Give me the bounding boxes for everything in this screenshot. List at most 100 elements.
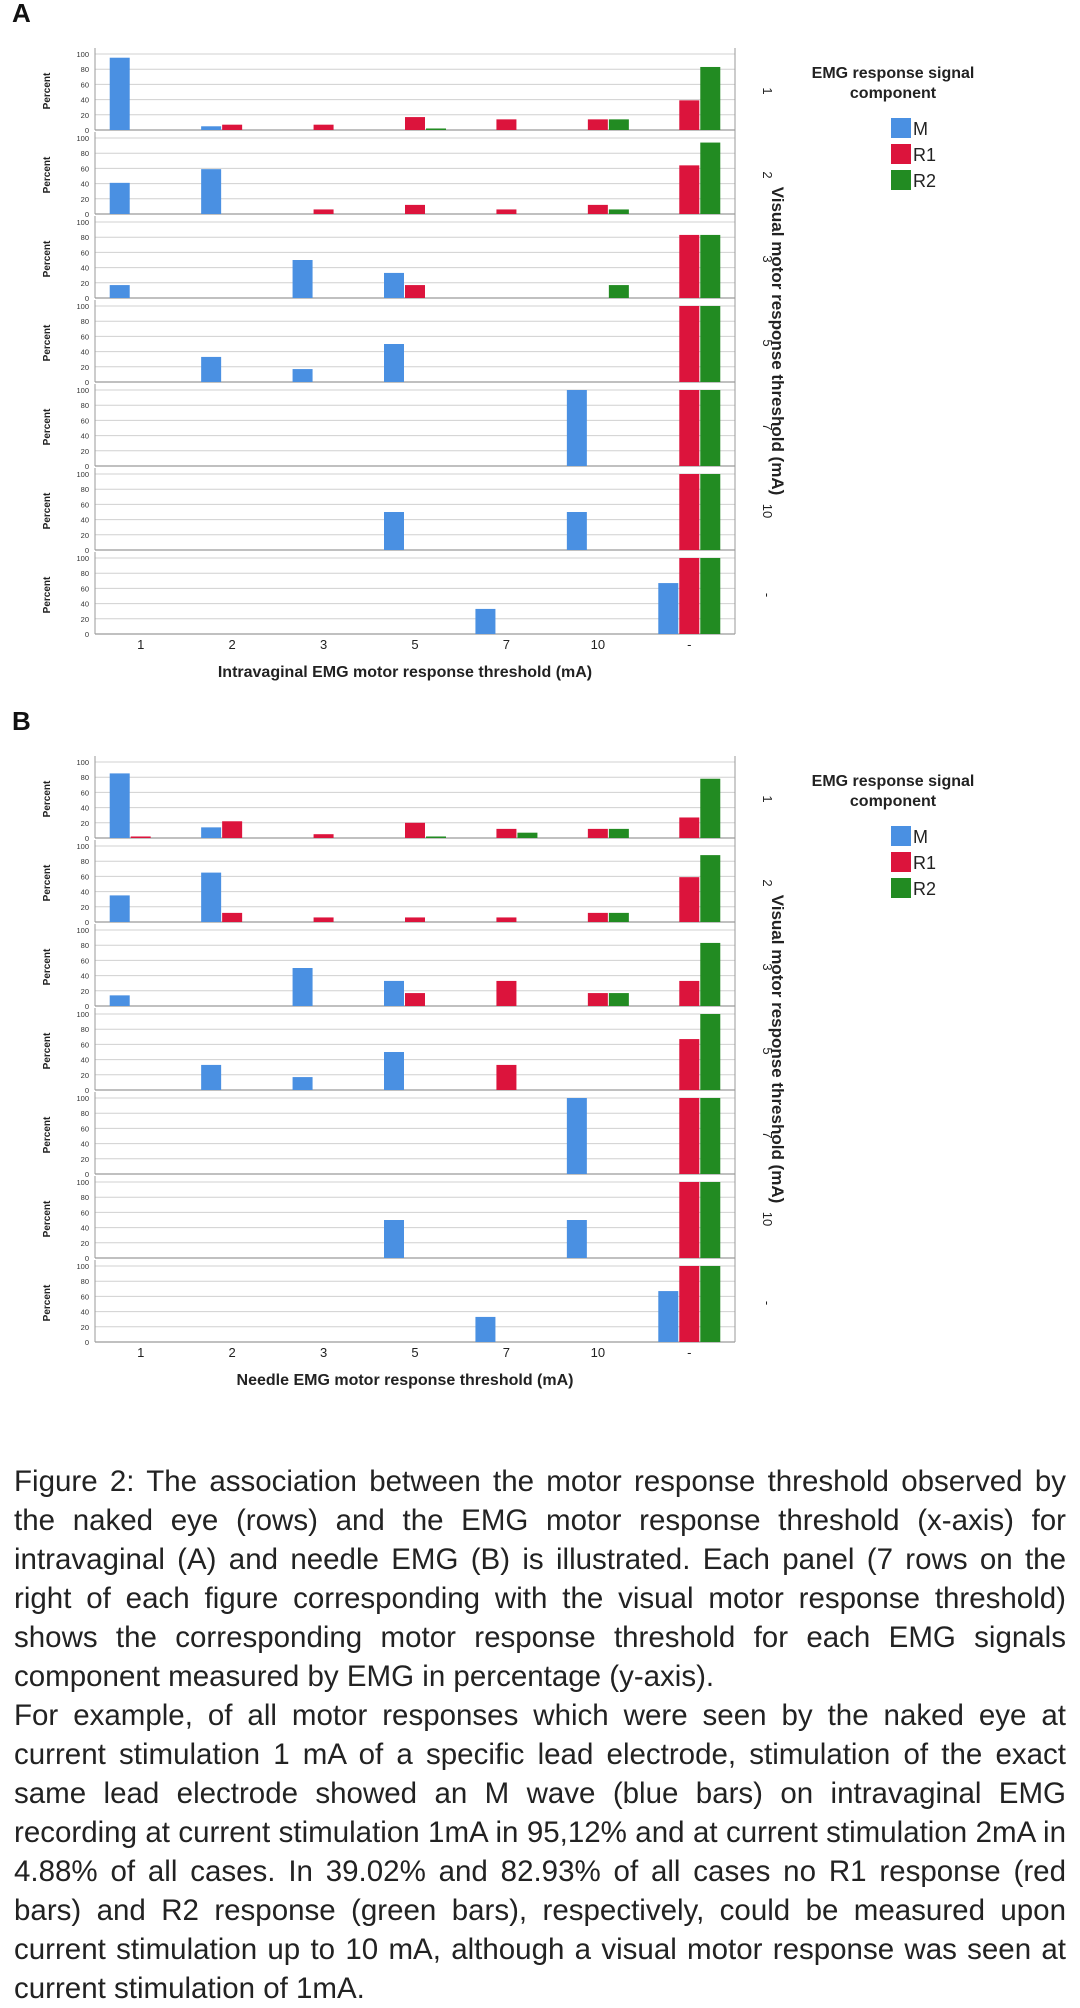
panel-a-row-4-ylabel: Percent	[42, 408, 53, 445]
panel-a-bar-r2-c6-R1	[679, 234, 700, 298]
panel-b-row-4-ytick: 80	[81, 1109, 89, 1118]
panel-b-bar-r0-c3-R2	[426, 836, 446, 838]
panel-b-bar-r6-c6-R1	[679, 1266, 700, 1342]
panel-b-row-5-ytick: 0	[85, 1254, 89, 1263]
panel-a-row-6-ylabel: Percent	[42, 576, 53, 613]
panel-b-row-2-ytick: 100	[76, 926, 89, 935]
panel-b-row-1-ytick: 60	[81, 872, 89, 881]
panel-a-row-label-4: 7	[760, 423, 775, 430]
panel-a-bar-r2-c3-R1	[405, 285, 425, 298]
panel-b-bar-r0-c3-R1	[405, 822, 425, 838]
panel-a-row-0-ytick: 100	[76, 50, 89, 59]
panel-b-bar-r2-c5-R2	[608, 993, 629, 1006]
panel-b-row-6-ytick: 60	[81, 1292, 89, 1301]
panel-a-row-3-ytick: 60	[81, 332, 89, 341]
panel-b-bar-r0-c2-R1	[313, 834, 334, 838]
panel-b-row-6-ytick: 100	[76, 1262, 89, 1271]
panel-b-row-5-ytick: 100	[76, 1178, 89, 1187]
panel-a-row-1-ytick: 40	[81, 180, 89, 189]
panel-b-row-4-ytick: 100	[76, 1094, 89, 1103]
panel-b-bar-r5-c6-R2	[700, 1182, 721, 1258]
panel-a-row-4-ytick: 100	[76, 386, 89, 395]
panel-b-row-5-ytick: 80	[81, 1193, 89, 1202]
panel-b-bar-r1-c1-M	[201, 872, 222, 922]
panel-a-row-5-ylabel: Percent	[42, 492, 53, 529]
panel-a-bar-r3-c3-M	[384, 344, 404, 382]
panel-b-row-1-ytick: 40	[81, 888, 89, 897]
panel-a-bar-r1-c4-R1	[496, 209, 517, 214]
panel-b-category-label: 2	[229, 1345, 236, 1360]
panel-b-x-axis-title: Needle EMG motor response threshold (mA)	[237, 1372, 574, 1389]
panel-a-row-4-ytick: 20	[81, 447, 89, 456]
panel-a-row-6-ytick: 0	[85, 630, 89, 639]
panel-a-row-2-ytick: 40	[81, 264, 89, 273]
panel-b-bar-r1-c1-R1	[222, 912, 243, 922]
panel-a-bar-r5-c6-R2	[700, 474, 721, 550]
panel-b-category-label: 7	[503, 1345, 510, 1360]
panel-a-category-label: -	[687, 637, 691, 652]
panel-b-legend-title: EMG response signal	[812, 773, 975, 790]
panel-b-row-6-ytick: 20	[81, 1323, 89, 1332]
panel-a-row-1-ylabel: Percent	[42, 156, 53, 193]
panel-b-bar-r0-c6-R2	[700, 778, 721, 838]
panel-b-row-6-ytick: 80	[81, 1277, 89, 1286]
panel-a-bar-r5-c3-M	[384, 512, 404, 550]
panel-b-category-label: 5	[411, 1345, 418, 1360]
panel-b-row-label-6: -	[760, 1301, 775, 1305]
panel-a-row-2-ytick: 0	[85, 294, 89, 303]
panel-a-bar-r0-c3-R1	[405, 117, 425, 130]
panel-a-bar-r2-c6-R2	[700, 234, 721, 298]
panel-b-bar-r0-c0-M	[109, 773, 130, 838]
panel-a-bar-r3-c6-R2	[700, 306, 721, 382]
panel-b-label: B	[12, 706, 31, 736]
panel-b-row-3-ytick: 0	[85, 1086, 89, 1095]
panel-a-row-4-ytick: 40	[81, 432, 89, 441]
panel-b-row-0-ytick: 20	[81, 819, 89, 828]
panel-b-category-label: 10	[591, 1345, 605, 1360]
panel-b-bar-r1-c6-R2	[700, 855, 721, 922]
panel-b-row-2-ytick: 20	[81, 987, 89, 996]
panel-a-bar-r0-c5-R2	[608, 119, 629, 130]
panel-a-bar-r1-c1-M	[201, 169, 222, 214]
panel-a-row-6-ytick: 60	[81, 584, 89, 593]
panel-a-row-1-ytick: 60	[81, 164, 89, 173]
panel-b-bar-r0-c5-R1	[587, 828, 608, 838]
panel-a-bar-r0-c0-M	[109, 57, 130, 130]
panel-a-bar-r2-c0-M	[109, 285, 130, 298]
panel-a-bar-r2-c5-R2	[608, 285, 629, 298]
panel-a-bar-r1-c6-R2	[700, 142, 721, 214]
panel-a-row-2-ytick: 20	[81, 279, 89, 288]
panel-b-row-1-ytick: 80	[81, 857, 89, 866]
panel-b-bar-r2-c0-M	[109, 995, 130, 1006]
panel-b-row-3-ytick: 20	[81, 1071, 89, 1080]
panel-b-row-label-3: 5	[760, 1047, 775, 1054]
panel-b-row-4-ytick: 60	[81, 1124, 89, 1133]
panel-a-row-0-ytick: 60	[81, 80, 89, 89]
panel-b-row-2-ytick: 80	[81, 941, 89, 950]
panel-a-category-label: 3	[320, 637, 327, 652]
panel-a-category-label: 10	[591, 637, 605, 652]
panel-b-category-label: -	[687, 1345, 691, 1360]
panel-a-row-axis-title: Visual motor response threshold (mA)	[768, 187, 787, 496]
panel-b-row-0-ytick: 0	[85, 834, 89, 843]
panel-a-row-label-1: 2	[760, 171, 775, 178]
panel-b-row-axis-title: Visual motor response threshold (mA)	[768, 895, 787, 1204]
panel-a-row-1-ytick: 0	[85, 210, 89, 219]
panel-a-legend-title: component	[850, 85, 937, 102]
panel-a-row-5-ytick: 60	[81, 500, 89, 509]
panel-a-bar-r2-c2-M	[292, 260, 313, 298]
panel-a-row-label-2: 3	[760, 255, 775, 262]
panel-a-row-0-ylabel: Percent	[42, 72, 53, 109]
panel-b-row-1-ylabel: Percent	[42, 864, 53, 901]
panel-b-legend-swatch-R2	[891, 878, 911, 898]
panel-a-row-6-ytick: 100	[76, 554, 89, 563]
panel-b-row-2-ytick: 60	[81, 956, 89, 965]
panel-a-bar-r1-c0-M	[109, 182, 130, 214]
panel-b-legend-swatch-R1	[891, 852, 911, 872]
panel-a-bar-r6-c6-M	[658, 583, 679, 634]
panel-b-category-label: 3	[320, 1345, 327, 1360]
panel-a-legend-label-M: M	[913, 119, 928, 139]
panel-b-row-1-ytick: 100	[76, 842, 89, 851]
panel-b-bar-r3-c6-R1	[679, 1039, 700, 1090]
panel-b-bar-r2-c3-R1	[405, 993, 425, 1006]
